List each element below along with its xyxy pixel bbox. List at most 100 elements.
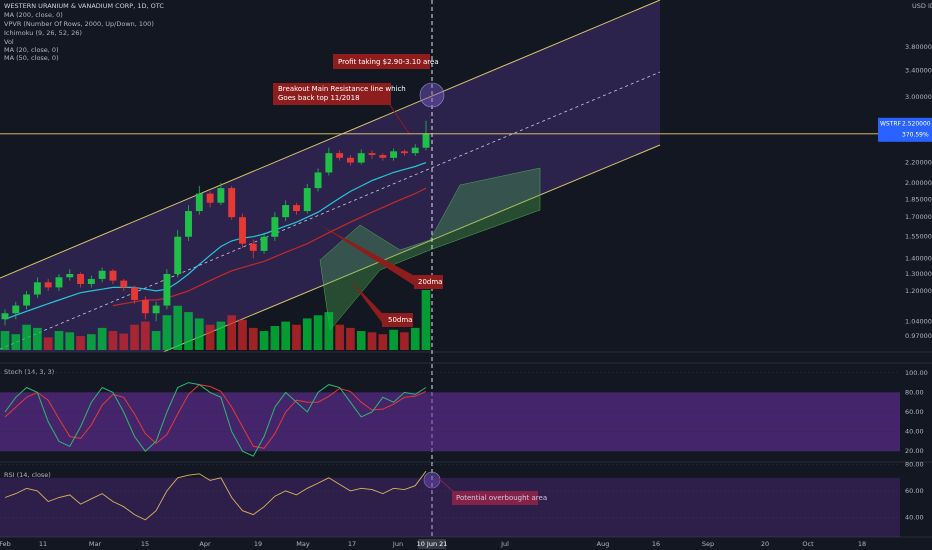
annotation-box (333, 54, 430, 69)
candle-body (55, 277, 63, 288)
volume-bar (356, 331, 366, 350)
x-tick-label: 18 (858, 540, 866, 548)
candle-body (293, 205, 300, 212)
time-highlight (418, 539, 446, 549)
candle-body (163, 273, 171, 306)
candle-body (206, 193, 214, 203)
candle-body (282, 205, 290, 218)
volume-bar (130, 324, 139, 350)
volume-bar (389, 329, 398, 350)
price-tag (878, 117, 932, 142)
y-tick-label: 40.00 (905, 428, 924, 436)
legend-item: MA (50, close, 0) (4, 54, 59, 62)
volume-bar (108, 331, 118, 350)
annotation-arrow (389, 104, 411, 136)
annotation-box (414, 275, 443, 289)
channel-fill (0, 0, 660, 352)
candle-body (217, 188, 225, 203)
volume-bar (410, 327, 420, 350)
x-tick-label: 17 (348, 540, 356, 548)
price-tag-price: 2.520000 (902, 120, 931, 127)
candle-body (109, 270, 117, 281)
candle-body (390, 151, 398, 158)
candle-body (77, 273, 85, 285)
x-tick-label: Sep (702, 540, 714, 548)
y-tick-label: 1.200000 (905, 287, 932, 295)
annotation-text: 20dma (418, 278, 442, 286)
channel-upper (0, 0, 661, 279)
x-tick-label: Aug (597, 540, 610, 548)
y-tick-label: 1.300000 (905, 270, 932, 278)
candle-body (228, 188, 236, 218)
currency: USD ID (912, 2, 932, 10)
legend-item: Ichimoku (9, 26, 52, 26) (4, 29, 82, 37)
symbol-title: WESTERN URANIUM & VANADIUM CORP, 1D, OTC (4, 2, 164, 10)
volume-bar (43, 337, 53, 350)
pane-band (0, 477, 900, 537)
volume-bar (378, 334, 388, 350)
annotation-pointer (350, 280, 383, 324)
target-circle (419, 82, 445, 108)
candle-body (303, 188, 311, 212)
x-tick-label: Oct (802, 540, 814, 548)
candle-body (87, 278, 95, 285)
volume-bar (400, 332, 409, 350)
volume-bar (421, 290, 431, 350)
annotation: Profit taking $2.90-3.10 area Breakout M… (273, 54, 547, 505)
channel-drawing (0, 0, 661, 352)
x-tick-label: Feb (0, 540, 11, 548)
x-tick-label: 20 (761, 540, 769, 548)
volume-bar (162, 315, 172, 350)
candles (0, 120, 431, 350)
annotation-box (382, 313, 413, 327)
candle-body (141, 299, 149, 314)
legend-item: Vol (4, 38, 14, 46)
volume-bar (184, 312, 193, 350)
y-tick-label: 3.800000 (905, 43, 932, 51)
volume-bar (335, 324, 344, 350)
candle-body (336, 153, 344, 158)
annotation-text: 50dma (388, 316, 412, 324)
volume-bar (65, 332, 75, 350)
stoch-title: Stoch (14, 3, 3) (4, 368, 54, 376)
candle-body (12, 305, 20, 314)
y-tick-label: 3.000000 (905, 93, 932, 101)
volume-bar (194, 318, 204, 350)
candle-body (357, 153, 365, 163)
y-tick-label: 80.00 (905, 461, 924, 469)
volume-bar (324, 312, 334, 350)
y-tick-label: 1.550000 (905, 233, 932, 241)
annotation-box (452, 491, 538, 505)
y-tick-label: 60.00 (905, 487, 924, 495)
price-tag-symbol: WSTRF (880, 120, 902, 127)
candle-body (120, 280, 128, 288)
y-tick-label: 1.700000 (905, 213, 932, 221)
candle-body (346, 157, 354, 163)
volume-bar (0, 331, 10, 350)
y-tick-label: 80.00 (905, 388, 924, 396)
candle-body (44, 282, 52, 288)
rsi-title: RSI (14, close) (4, 471, 51, 479)
candle-body (400, 151, 408, 154)
volume-bar (259, 331, 269, 350)
candle-body (1, 313, 9, 320)
x-tick-label: Apr (199, 540, 211, 548)
stoch-k-line (4, 382, 427, 457)
volume-bar (346, 327, 355, 350)
candle-body (239, 217, 246, 244)
candle-body (98, 270, 106, 279)
candle-body (185, 211, 192, 237)
annotation-text: Breakout Main Resistance line which (278, 85, 406, 93)
annotation-text: Potential overbought area (456, 494, 547, 502)
pane-band (0, 392, 900, 452)
annotation-arrow (437, 477, 456, 494)
candle-body (33, 282, 41, 295)
candle-body (174, 236, 182, 274)
volume-bar (367, 332, 377, 350)
legend-item: VPVR (Number Of Rows, 2000, Up/Down, 100… (4, 20, 154, 28)
candle-body (314, 172, 322, 189)
channel-mid (0, 71, 661, 350)
y-tick-label: 2.200000 (905, 159, 932, 167)
